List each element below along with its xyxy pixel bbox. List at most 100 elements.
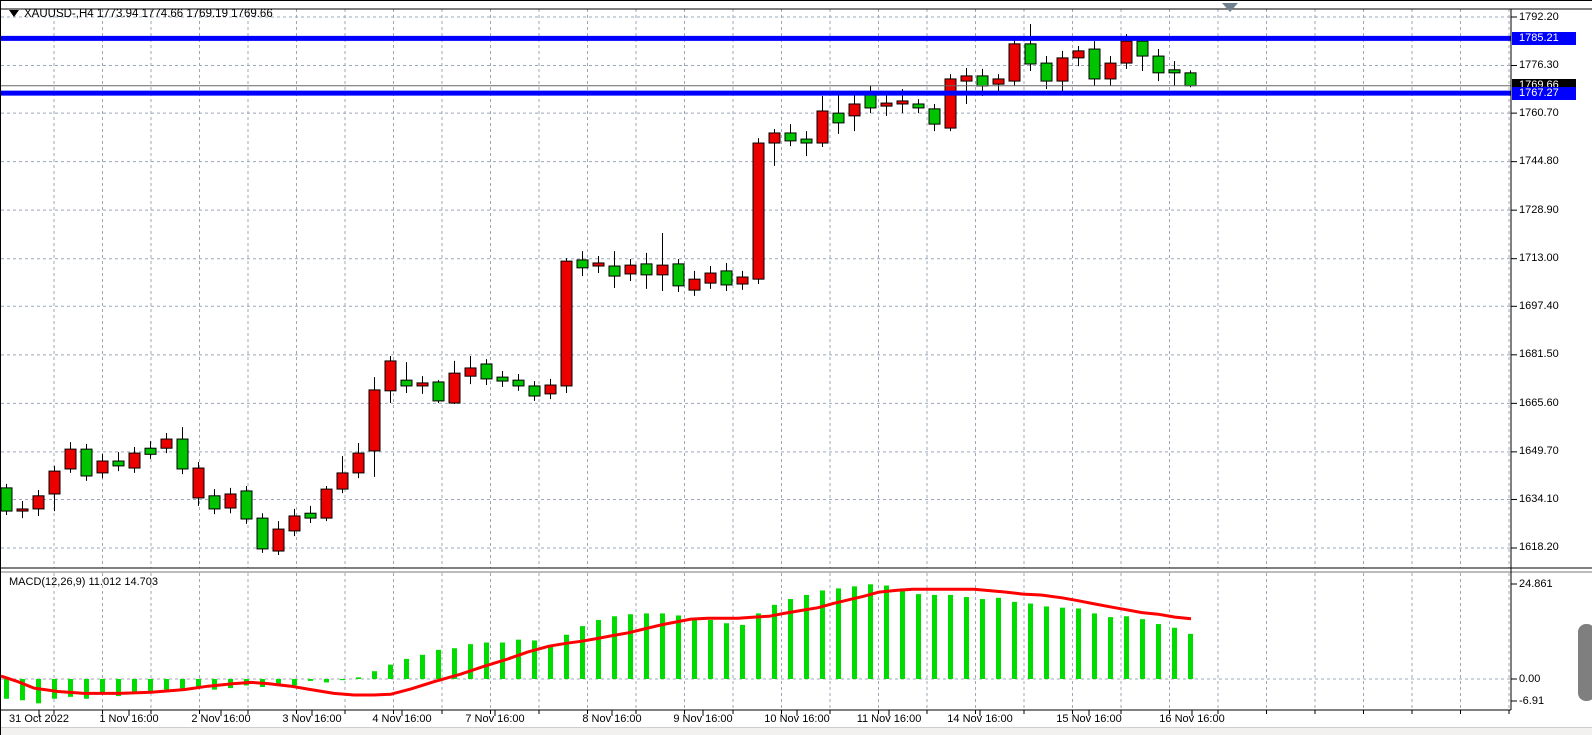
- macd-histogram-bar: [564, 634, 569, 679]
- candle: [1088, 41, 1101, 86]
- time-tick-label: 2 Nov 16:00: [191, 713, 251, 725]
- macd-histogram-bar: [724, 623, 729, 679]
- price-tick-label: 1634.10: [1519, 492, 1559, 505]
- macd-histogram-bar: [276, 679, 281, 684]
- macd-histogram-bar: [660, 613, 665, 679]
- macd-histogram-bar: [1108, 617, 1113, 679]
- macd-histogram-bar: [996, 597, 1001, 679]
- candle: [400, 362, 413, 393]
- candle: [432, 380, 445, 404]
- candle: [368, 377, 381, 477]
- macd-histogram-bar: [740, 624, 745, 679]
- macd-histogram-bar: [132, 679, 137, 692]
- chart-shift-marker-icon[interactable]: [1222, 3, 1238, 12]
- macd-histogram-bar: [852, 586, 857, 679]
- status-strip: [1, 727, 1592, 735]
- candle: [144, 441, 157, 459]
- macd-histogram-bar: [1172, 627, 1177, 679]
- price-tick-label: 1713.00: [1519, 252, 1559, 265]
- macd-histogram-bar: [1076, 608, 1081, 679]
- candle: [592, 255, 605, 274]
- candle: [1072, 45, 1085, 67]
- candle: [704, 266, 717, 289]
- candle: [1136, 38, 1149, 72]
- candle: [304, 505, 317, 523]
- candle: [560, 258, 573, 393]
- macd-histogram-bar: [180, 679, 185, 691]
- candle: [16, 500, 29, 519]
- candle: [512, 374, 525, 391]
- macd-histogram-bar: [452, 648, 457, 679]
- macd-histogram-bar: [820, 590, 825, 679]
- macd-histogram-bar: [116, 679, 121, 697]
- candle: [608, 251, 621, 288]
- macd-histogram-bar: [292, 679, 297, 686]
- macd-histogram-bar: [772, 604, 777, 679]
- candle: [336, 456, 349, 494]
- macd-histogram-bar: [372, 671, 377, 679]
- scroll-widget[interactable]: [1578, 624, 1592, 701]
- candle: [416, 376, 429, 394]
- macd-histogram-bar: [836, 588, 841, 679]
- macd-histogram-bar: [964, 597, 969, 679]
- candle: [1008, 37, 1021, 86]
- macd-histogram-bar: [420, 654, 425, 679]
- candle: [448, 360, 461, 404]
- candle: [656, 233, 669, 292]
- time-tick-label: 7 Nov 16:00: [465, 713, 525, 725]
- time-tick-label: 9 Nov 16:00: [673, 713, 733, 725]
- time-tick-label: 8 Nov 16:00: [582, 713, 642, 725]
- candle: [784, 124, 797, 147]
- macd-histogram-bar: [148, 679, 153, 693]
- candle: [832, 95, 845, 134]
- candle: [288, 508, 301, 537]
- chevron-down-icon[interactable]: [9, 10, 19, 17]
- candle: [1, 483, 13, 516]
- level-price-label[interactable]: 1785.21: [1512, 31, 1576, 45]
- candle: [576, 251, 589, 277]
- candle: [816, 96, 829, 148]
- symbol-title[interactable]: XAUUSD-,H4 1773.94 1774.66 1769.19 1769.…: [9, 8, 273, 20]
- candle: [528, 381, 541, 401]
- macd-histogram-bar: [468, 644, 473, 679]
- candle: [32, 490, 45, 516]
- candle: [240, 486, 253, 524]
- candle: [688, 270, 701, 296]
- candle: [352, 443, 365, 479]
- macd-signal-line: [1, 587, 1192, 697]
- candle: [544, 378, 557, 400]
- scroll-widget-stripes: [1580, 657, 1592, 697]
- candle: [496, 370, 509, 387]
- candle: [480, 359, 493, 386]
- candle: [624, 258, 637, 281]
- macd-histogram-bar: [52, 679, 57, 699]
- macd-histogram-bar: [164, 679, 169, 690]
- time-tick-label: 3 Nov 16:00: [282, 713, 342, 725]
- level-price-label[interactable]: 1767.27: [1512, 86, 1576, 100]
- price-tick-label: 1792.20: [1519, 10, 1559, 23]
- candle: [864, 85, 877, 114]
- candle: [384, 356, 397, 404]
- macd-histogram-bar: [596, 619, 601, 679]
- candle: [1184, 70, 1197, 88]
- time-tick-label: 14 Nov 16:00: [947, 713, 1013, 725]
- macd-histogram-bar: [1028, 603, 1033, 679]
- macd-histogram-bar: [68, 679, 73, 697]
- macd-histogram-bar: [708, 619, 713, 679]
- candle: [720, 262, 733, 292]
- macd-histogram-bar: [308, 679, 313, 681]
- macd-histogram-bar: [532, 640, 537, 679]
- macd-histogram-bar: [84, 679, 89, 699]
- candle: [160, 432, 173, 454]
- candle: [1152, 49, 1165, 82]
- candle: [256, 513, 269, 553]
- candle: [848, 93, 861, 132]
- macd-histogram-bar: [900, 588, 905, 679]
- price-tick-label: 1665.60: [1519, 396, 1559, 409]
- ohlc-readout: 1773.94 1774.66 1769.19 1769.66: [96, 8, 273, 20]
- macd-histogram-bar: [100, 679, 105, 695]
- candle: [672, 258, 685, 292]
- candle: [912, 99, 925, 114]
